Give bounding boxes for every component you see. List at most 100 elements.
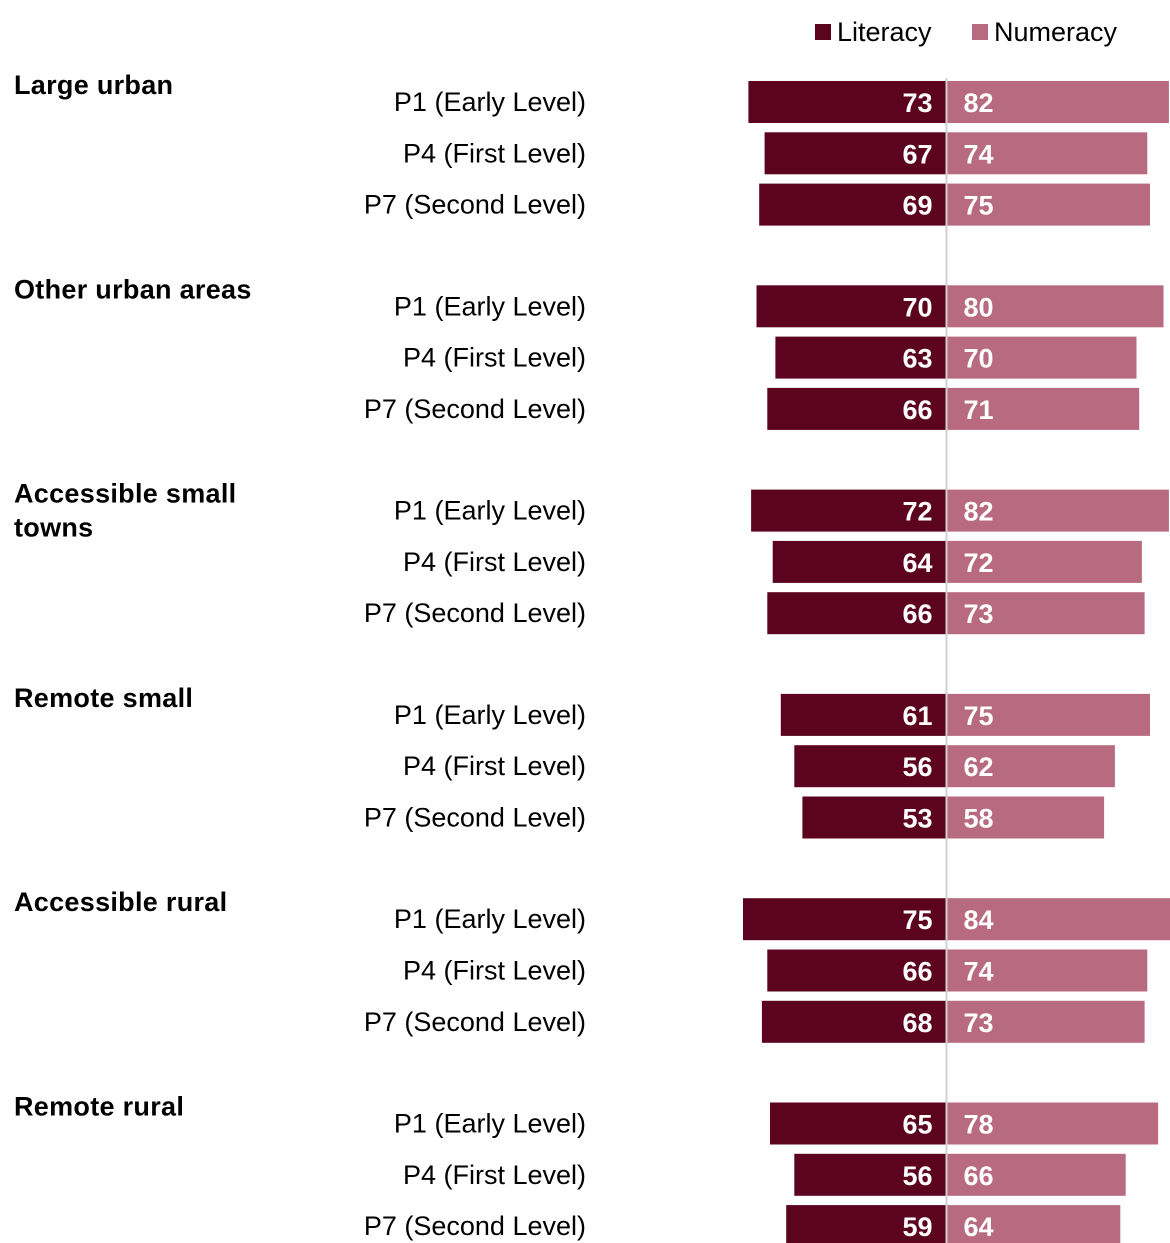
- value-label-literacy: 65: [902, 1110, 932, 1140]
- bar-numeracy: [947, 285, 1164, 328]
- bar-literacy: [786, 1205, 946, 1243]
- bar-literacy: [743, 898, 946, 941]
- value-label-literacy: 68: [902, 1008, 932, 1038]
- bar-literacy: [767, 592, 946, 635]
- group-accessible-rural: Accessible rural P1 (Early Level) 75 84 P4 (…: [14, 887, 1170, 1043]
- legend-swatch-numeracy: [972, 24, 988, 40]
- bar-literacy: [794, 1153, 946, 1196]
- bar-literacy: [751, 489, 946, 532]
- value-label-literacy: 67: [902, 139, 932, 169]
- bar-numeracy: [947, 1000, 1145, 1043]
- value-label-numeracy: 75: [964, 191, 994, 221]
- value-label-numeracy: 73: [964, 599, 994, 629]
- row-label: P4 (First Level): [403, 343, 586, 373]
- group-label: Accessible small towns: [14, 479, 236, 543]
- value-label-numeracy: 82: [964, 88, 994, 118]
- bar-numeracy: [947, 336, 1137, 379]
- bar-numeracy: [947, 489, 1169, 532]
- group-remote-small: Remote small P1 (Early Level) 61 75 P4 (Firs…: [14, 683, 1150, 839]
- bar-numeracy: [947, 949, 1148, 992]
- value-label-numeracy: 80: [964, 292, 994, 322]
- value-label-literacy: 53: [902, 804, 932, 834]
- row-label: P7 (Second Level): [364, 1007, 586, 1037]
- bar-literacy: [748, 81, 946, 123]
- bar-numeracy: [947, 693, 1150, 736]
- group-remote-rural: Remote rural P1 (Early Level) 65 78 P4 (Firs…: [14, 1092, 1159, 1243]
- value-label-literacy: 61: [902, 701, 932, 731]
- bar-literacy: [772, 540, 946, 583]
- bar-numeracy: [947, 796, 1105, 839]
- row-label: P1 (Early Level): [394, 496, 586, 526]
- bar-numeracy: [947, 1205, 1121, 1243]
- value-label-literacy: 59: [902, 1212, 932, 1242]
- row-label: P4 (First Level): [403, 547, 586, 577]
- group-label: Remote small: [14, 683, 193, 713]
- bar-literacy: [764, 132, 946, 175]
- value-label-literacy: 72: [902, 497, 932, 527]
- value-label-numeracy: 70: [964, 344, 994, 374]
- bar-numeracy: [947, 1153, 1126, 1196]
- bar-literacy: [802, 796, 946, 839]
- group-label: Large urban: [14, 70, 173, 100]
- bar-numeracy: [947, 592, 1145, 635]
- row-label: P7 (Second Level): [364, 1211, 586, 1241]
- value-label-numeracy: 82: [964, 497, 994, 527]
- row-label: P7 (Second Level): [364, 190, 586, 220]
- row-label: P4 (First Level): [403, 138, 586, 168]
- bar-numeracy: [947, 183, 1150, 226]
- group-label: Other urban areas: [14, 274, 252, 304]
- value-label-numeracy: 64: [964, 1212, 994, 1242]
- value-label-numeracy: 74: [964, 957, 994, 987]
- legend-label-numeracy: Numeracy: [994, 17, 1118, 47]
- bar-numeracy: [947, 387, 1140, 430]
- bar-literacy: [794, 745, 946, 788]
- group-other-urban-areas: Other urban areas P1 (Early Level) 70 80 P4 …: [14, 274, 1164, 430]
- bar-numeracy: [947, 745, 1115, 788]
- row-label: P7 (Second Level): [364, 803, 586, 833]
- value-label-literacy: 56: [902, 1161, 932, 1191]
- bar-numeracy: [947, 540, 1142, 583]
- value-label-literacy: 70: [902, 292, 932, 322]
- legend-label-literacy: Literacy: [837, 17, 932, 47]
- row-label: P1 (Early Level): [394, 700, 586, 730]
- group-accessible-small-towns: Accessible small towns P1 (Early Level) 72 8…: [14, 479, 1169, 635]
- value-label-literacy: 73: [902, 88, 932, 118]
- bar-numeracy: [947, 1102, 1159, 1145]
- value-label-numeracy: 78: [964, 1110, 994, 1140]
- bar-literacy: [767, 949, 946, 992]
- legend: Literacy Numeracy: [815, 17, 1118, 47]
- value-label-literacy: 64: [902, 548, 932, 578]
- bar-groups: Large urban P1 (Early Level) 73 82 P4 (First…: [14, 70, 1170, 1243]
- value-label-numeracy: 74: [964, 139, 994, 169]
- value-label-literacy: 63: [902, 344, 932, 374]
- value-label-numeracy: 72: [964, 548, 994, 578]
- value-label-numeracy: 62: [964, 752, 994, 782]
- value-label-literacy: 56: [902, 752, 932, 782]
- bar-literacy: [756, 285, 946, 328]
- bar-numeracy: [947, 132, 1148, 175]
- value-label-numeracy: 75: [964, 701, 994, 731]
- row-label: P1 (Early Level): [394, 291, 586, 321]
- value-label-literacy: 69: [902, 191, 932, 221]
- row-label: P4 (First Level): [403, 956, 586, 986]
- value-label-numeracy: 71: [964, 395, 994, 425]
- value-label-literacy: 66: [902, 957, 932, 987]
- bar-numeracy: [947, 81, 1169, 123]
- row-label: P4 (First Level): [403, 751, 586, 781]
- bar-literacy: [780, 693, 946, 736]
- group-large-urban: Large urban P1 (Early Level) 73 82 P4 (First…: [14, 70, 1169, 226]
- row-label: P1 (Early Level): [394, 904, 586, 934]
- value-label-literacy: 66: [902, 599, 932, 629]
- bar-literacy: [770, 1102, 946, 1145]
- row-label: P4 (First Level): [403, 1160, 586, 1190]
- bar-literacy: [775, 336, 946, 379]
- group-label: Accessible rural: [14, 887, 227, 917]
- bar-literacy: [767, 387, 946, 430]
- value-label-literacy: 66: [902, 395, 932, 425]
- group-label: Remote rural: [14, 1092, 184, 1122]
- value-label-numeracy: 73: [964, 1008, 994, 1038]
- bar-numeracy: [947, 898, 1170, 941]
- row-label: P7 (Second Level): [364, 394, 586, 424]
- row-label: P1 (Early Level): [394, 87, 586, 117]
- legend-swatch-literacy: [815, 24, 831, 40]
